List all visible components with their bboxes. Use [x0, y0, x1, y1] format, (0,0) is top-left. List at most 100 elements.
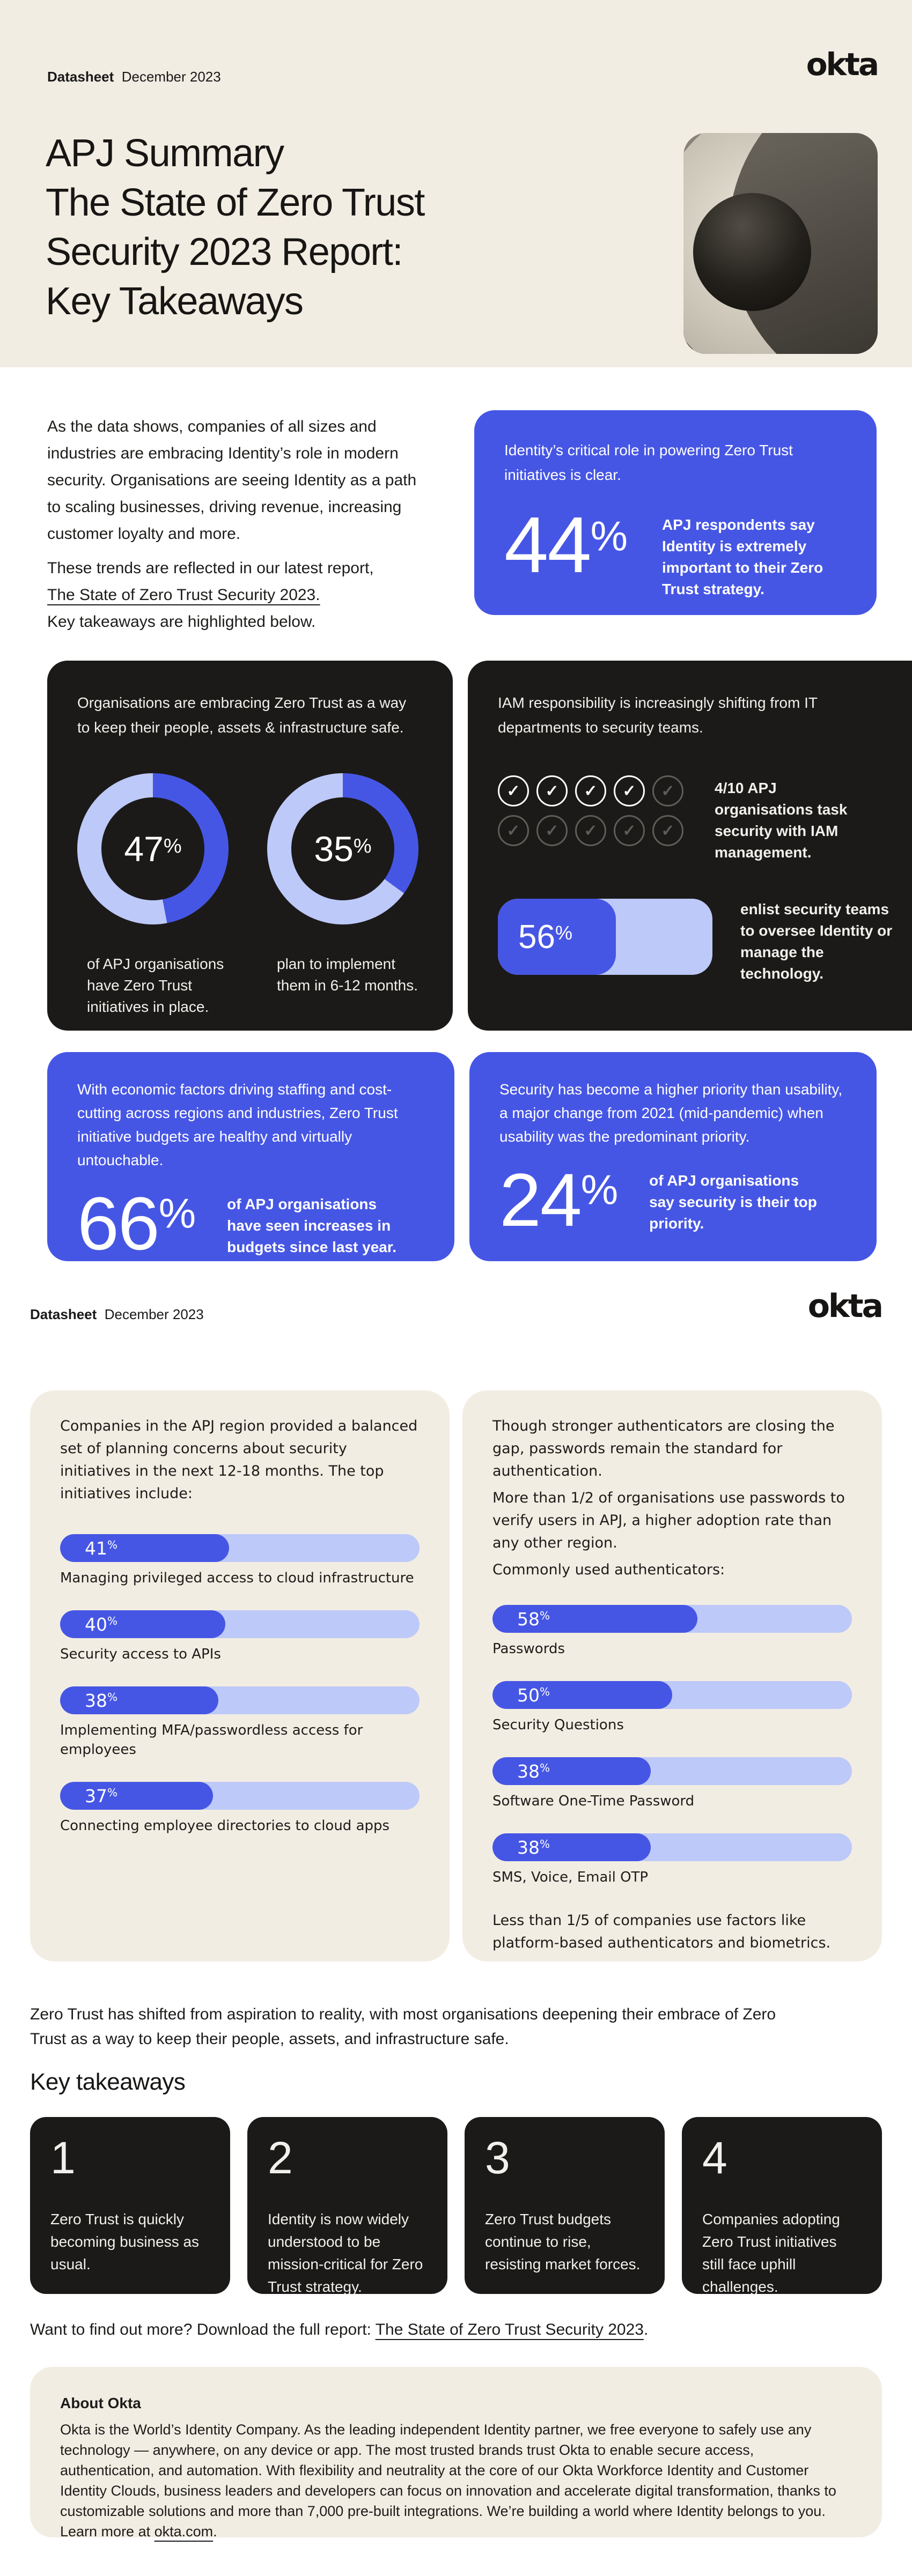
donut-hole: 47% — [101, 797, 204, 900]
progress-bar-56: 56% — [498, 899, 712, 975]
bar-group: 58% Passwords — [492, 1605, 852, 1659]
bar-group: 37% Connecting employee directories to c… — [60, 1782, 420, 1835]
bar-fill-38-sms: 38% — [492, 1833, 651, 1861]
stat-66-caption: of APJ organisations have seen increases… — [227, 1196, 397, 1255]
bar-value: 37% — [85, 1785, 118, 1807]
initiatives-card: Companies in the APJ region provided a b… — [30, 1390, 450, 1961]
check-icon: ✓ — [536, 775, 568, 806]
bar-caption: Connecting employee directories to cloud… — [60, 1818, 390, 1834]
intro-report-line: These trends are reflected in our latest… — [47, 559, 374, 577]
takeaway-number: 2 — [268, 2133, 293, 2183]
datasheet-label: Datasheet — [30, 1306, 97, 1322]
intro-closing-line: Key takeaways are highlighted below. — [47, 613, 316, 631]
bar-group: 38% SMS, Voice, Email OTP — [492, 1833, 852, 1887]
checks-row: ✓ ✓ ✓ ✓ ✓ ✓ ✓ ✓ ✓ ✓ 4/10 APJ organisations task s… — [498, 775, 901, 863]
authenticators-bar-chart: 58% Passwords 50% Security Questions — [492, 1605, 852, 1887]
page-title: APJ Summary The State of Zero Trust Secu… — [46, 129, 425, 326]
donut-35-value: 35% — [314, 829, 372, 869]
takeaway-card-2: 2 Identity is now widely understood to b… — [247, 2117, 447, 2295]
zero-trust-donut-card: Organisations are embracing Zero Trust a… — [47, 661, 453, 1031]
summary-paragraph: Zero Trust has shifted from aspiration t… — [30, 2005, 776, 2048]
budget-lead: With economic factors driving staffing a… — [77, 1081, 398, 1168]
donut-chart-47: 47% — [77, 773, 229, 924]
initiatives-bar-chart: 41% Managing privileged access to cloud … — [60, 1534, 420, 1835]
check-icon: ✓ — [652, 775, 683, 806]
intro-paragraph: As the data shows, companies of all size… — [47, 418, 417, 543]
check-icons-line: ✓ ✓ ✓ ✓ ✓ — [498, 775, 687, 806]
okta-com-link[interactable]: okta.com — [154, 2523, 214, 2540]
priority-lead: Security has become a higher priority th… — [499, 1081, 843, 1145]
intro-text: As the data shows, companies of all size… — [47, 410, 431, 635]
takeaway-number: 1 — [50, 2133, 76, 2183]
takeaways-row: 1 Zero Trust is quickly becoming busines… — [30, 2117, 882, 2295]
report-link[interactable]: The State of Zero Trust Security 2023. — [47, 586, 320, 604]
takeaway-text: Zero Trust is quickly becoming business … — [50, 2211, 200, 2273]
bar-value: 41% — [85, 1537, 118, 1559]
donut-47-caption: of APJ organisations have Zero Trust ini… — [87, 956, 224, 1015]
check-icon: ✓ — [575, 815, 606, 846]
donut-row: 47% of APJ organisations have Zero Trust… — [77, 773, 423, 1018]
stat-44-value: 44% — [504, 501, 628, 589]
budget-stat-row: 66% of APJ organisations have seen incre… — [77, 1186, 424, 1261]
priority-stat-card: Security has become a higher priority th… — [469, 1052, 877, 1261]
checks-caption: 4/10 APJ organisations task security wit… — [715, 780, 848, 861]
title-line: The State of Zero Trust — [46, 181, 425, 224]
initiatives-intro: Companies in the APJ region provided a b… — [60, 1418, 418, 1502]
more-period: . — [643, 2321, 649, 2338]
bar-fill-58: 58% — [492, 1605, 697, 1633]
check-icon: ✓ — [575, 775, 606, 806]
bar-group: 40% Security access to APIs — [60, 1610, 420, 1664]
find-out-more-line: Want to find out more? Download the full… — [30, 2321, 882, 2339]
bar-fill-38-otp: 38% — [492, 1757, 651, 1785]
donut-chart-35: 35% — [267, 773, 418, 924]
bar-value: 38% — [85, 1690, 118, 1711]
bar-group: 38% Software One-Time Password — [492, 1757, 852, 1811]
bar-track: 38% — [492, 1757, 852, 1785]
bar-fill-50: 50% — [492, 1681, 672, 1709]
page2: Datasheet December 2023 okta Companies i… — [0, 1261, 912, 2540]
bar-caption: Software One-Time Password — [492, 1793, 695, 1809]
priority-stat-row: 24% of APJ organisations say security is… — [499, 1163, 847, 1238]
datasheet-label: Datasheet — [47, 69, 114, 85]
bar-group: 50% Security Questions — [492, 1681, 852, 1735]
donut-hole: 35% — [291, 797, 394, 900]
takeaway-number: 4 — [702, 2133, 727, 2183]
bar-track: 38% — [60, 1686, 420, 1714]
title-line: Security 2023 Report: — [46, 231, 403, 273]
iam-progress-row: 56% enlist security teams to oversee Ide… — [498, 899, 901, 984]
hero-section: Datasheet December 2023 okta APJ Summary… — [0, 0, 912, 367]
dark-cards-row: Organisations are embracing Zero Trust a… — [47, 661, 912, 1031]
iam-card: IAM responsibility is increasingly shift… — [468, 661, 912, 1031]
budget-stat-card: With economic factors driving staffing a… — [47, 1052, 454, 1261]
bar-group: 38% Implementing MFA/passwordless access… — [60, 1686, 420, 1759]
bar-value: 58% — [517, 1608, 550, 1630]
bar-caption: SMS, Voice, Email OTP — [492, 1869, 649, 1885]
blue-cards-row: With economic factors driving staffing a… — [47, 1052, 877, 1261]
takeaway-number: 3 — [485, 2133, 510, 2183]
bar-group: 41% Managing privileged access to cloud … — [60, 1534, 420, 1588]
about-okta-text: Okta is the World’s Identity Company. As… — [60, 2419, 852, 2542]
check-icon: ✓ — [498, 815, 529, 846]
donut-47-block: 47% of APJ organisations have Zero Trust… — [77, 773, 233, 1018]
progress-56-caption: enlist security teams to oversee Identit… — [740, 901, 893, 982]
bar-caption: Managing privileged access to cloud infr… — [60, 1570, 414, 1586]
donut-35-block: 35% plan to implement them in 6-12 month… — [267, 773, 423, 1018]
auth-footnote: Less than 1/5 of companies use factors l… — [492, 1912, 831, 1951]
identity-stat-row: 44% APJ respondents say Identity is extr… — [504, 506, 847, 600]
full-report-link[interactable]: The State of Zero Trust Security 2023 — [375, 2321, 644, 2338]
stat-44-caption: APJ respondents say Identity is extremel… — [661, 516, 823, 597]
key-takeaways-title: Key takeaways — [30, 2069, 186, 2095]
identity-stat-card: Identity’s critical role in powering Zer… — [474, 410, 877, 615]
about-period: . — [213, 2523, 217, 2540]
stat-66-value: 66% — [77, 1181, 196, 1265]
title-line: APJ Summary — [46, 132, 284, 175]
takeaway-text: Identity is now widely understood to be … — [268, 2211, 423, 2296]
auth-intro-3: Commonly used authenticators: — [492, 1561, 725, 1578]
check-icons-line: ✓ ✓ ✓ ✓ ✓ — [498, 815, 687, 846]
stat-24-value: 24% — [499, 1158, 619, 1242]
bar-track: 40% — [60, 1610, 420, 1638]
stat-24-caption: of APJ organisations say security is the… — [649, 1172, 817, 1232]
check-icon: ✓ — [614, 775, 645, 806]
about-text-body: Okta is the World’s Identity Company. As… — [60, 2422, 836, 2540]
zt-card-lead: Organisations are embracing Zero Trust a… — [77, 694, 407, 736]
